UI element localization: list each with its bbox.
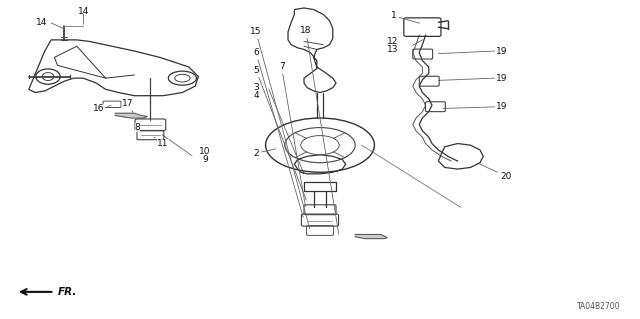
- Text: 10: 10: [199, 147, 211, 156]
- Text: 6: 6: [253, 48, 303, 218]
- Text: 7: 7: [279, 63, 305, 206]
- Text: 17: 17: [122, 99, 134, 112]
- Text: 14: 14: [36, 18, 47, 27]
- Text: FR.: FR.: [58, 287, 77, 297]
- Text: 16: 16: [93, 104, 111, 113]
- Text: 2: 2: [253, 149, 276, 158]
- Polygon shape: [115, 113, 147, 118]
- Text: 11: 11: [154, 137, 169, 148]
- Text: 1: 1: [391, 11, 420, 23]
- Text: 18: 18: [300, 26, 339, 234]
- Text: 14: 14: [77, 7, 89, 16]
- Text: 12: 12: [387, 37, 399, 46]
- Text: 3: 3: [253, 83, 259, 92]
- Text: 4: 4: [253, 91, 259, 100]
- Text: 19: 19: [496, 102, 508, 111]
- Text: 19: 19: [496, 74, 508, 83]
- Text: 13: 13: [387, 45, 399, 54]
- Text: TA04B2700: TA04B2700: [577, 302, 621, 311]
- Text: 19: 19: [496, 47, 508, 56]
- Polygon shape: [355, 234, 387, 239]
- Text: 5: 5: [253, 66, 306, 200]
- Text: 20: 20: [479, 164, 511, 181]
- Text: 15: 15: [250, 27, 310, 229]
- Text: 9: 9: [202, 155, 207, 164]
- Text: 8: 8: [135, 123, 140, 132]
